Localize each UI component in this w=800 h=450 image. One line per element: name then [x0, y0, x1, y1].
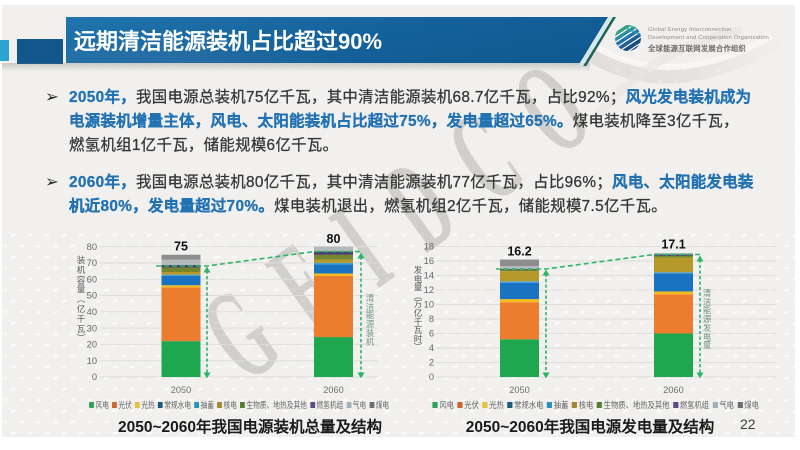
svg-text:14: 14: [424, 271, 434, 281]
svg-text:50: 50: [87, 291, 97, 301]
svg-text:0: 0: [92, 372, 97, 382]
svg-text:18: 18: [424, 242, 434, 252]
svg-text:10: 10: [87, 356, 97, 366]
svg-text:17.1: 17.1: [661, 238, 685, 252]
svg-text:80: 80: [327, 232, 341, 246]
svg-text:40: 40: [87, 307, 97, 317]
svg-text:80: 80: [87, 242, 97, 252]
svg-text:2060: 2060: [323, 385, 343, 395]
svg-text:75: 75: [174, 240, 188, 254]
svg-text:60: 60: [87, 274, 97, 284]
svg-text:10: 10: [424, 300, 434, 310]
svg-text:2: 2: [429, 358, 434, 368]
svg-text:70: 70: [87, 258, 97, 268]
svg-text:8: 8: [429, 314, 434, 324]
svg-text:0: 0: [429, 372, 434, 382]
svg-text:6: 6: [429, 329, 434, 339]
svg-text:30: 30: [87, 323, 97, 333]
svg-text:20: 20: [87, 340, 97, 350]
svg-text:16.2: 16.2: [507, 245, 531, 259]
svg-text:2050: 2050: [509, 385, 529, 395]
svg-text:16: 16: [424, 256, 434, 266]
svg-text:12: 12: [424, 285, 434, 295]
svg-text:2050: 2050: [171, 385, 191, 395]
svg-text:2060: 2060: [663, 385, 683, 395]
svg-text:4: 4: [429, 343, 434, 353]
